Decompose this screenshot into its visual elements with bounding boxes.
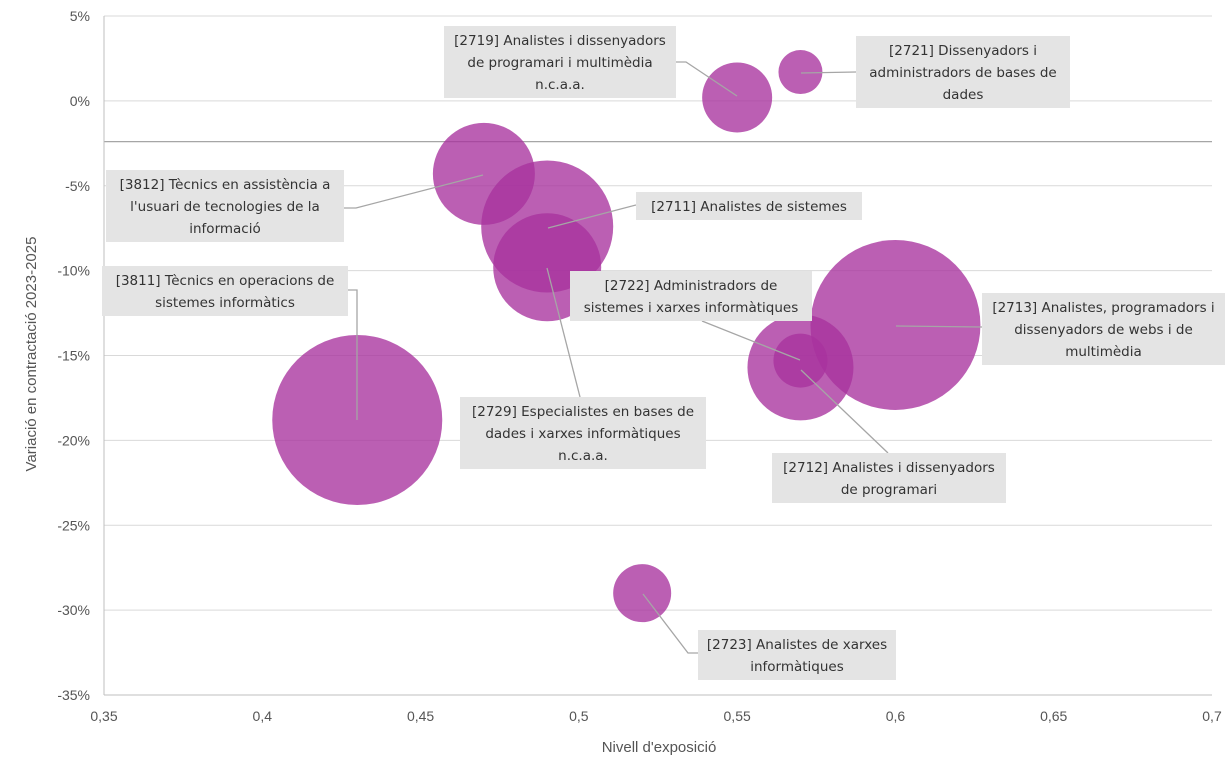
data-label-text: [2711] Analistes de sistemes — [651, 199, 847, 215]
data-label-text: [3812] Tècnics en assistència a — [120, 177, 331, 193]
data-label-text: de programari i multimèdia — [467, 55, 652, 71]
leader-line-2729 — [546, 267, 581, 398]
data-label-text: [2719] Analistes i dissenyadors — [454, 33, 666, 49]
data-label-text: [2723] Analistes de xarxes — [707, 637, 887, 653]
y-tick-label: -10% — [57, 263, 90, 279]
data-label-text: multimèdia — [1065, 344, 1142, 360]
data-label-3812: [3812] Tècnics en assistència a l'usuari … — [106, 170, 344, 242]
y-tick-label: -15% — [57, 348, 90, 364]
data-label-box — [698, 630, 896, 680]
data-label-text: informàtiques — [750, 659, 844, 675]
data-label-2721: [2721] Dissenyadors i administradors de b… — [856, 36, 1070, 108]
data-label-text: n.c.a.a. — [535, 77, 585, 93]
data-label-text: de programari — [841, 482, 937, 498]
leader-line-2711 — [547, 204, 637, 229]
data-label-box — [772, 453, 1006, 503]
data-label-text: sistemes informàtics — [155, 295, 295, 311]
data-label-text: l'usuari de tecnologies de la — [130, 199, 320, 215]
data-label-2712: [2712] Analistes i dissenyadors de progra… — [772, 453, 1006, 503]
data-label-text: informació — [189, 221, 261, 237]
data-label-text: dades i xarxes informàtiques — [485, 426, 680, 442]
data-label-text: dissenyadors de webs i de — [1014, 322, 1193, 338]
y-tick-label: -25% — [57, 517, 90, 533]
data-label-box — [460, 397, 706, 469]
data-label-text: [2713] Analistes, programadors i — [992, 300, 1214, 316]
x-tick-label: 0,35 — [90, 708, 117, 724]
y-tick-label: -20% — [57, 432, 90, 448]
data-label-box — [106, 170, 344, 242]
x-tick-label: 0,4 — [253, 708, 273, 724]
data-label-2719: [2719] Analistes i dissenyadors de progra… — [444, 26, 676, 98]
bubbles — [272, 50, 981, 623]
leader-line-2713 — [895, 325, 983, 328]
bubble-3811 — [272, 335, 443, 506]
y-tick-label: 0% — [70, 93, 90, 109]
data-label-box — [982, 293, 1225, 365]
data-label-2713: [2713] Analistes, programadors i dissenya… — [982, 293, 1225, 365]
bubble-2719 — [702, 62, 773, 133]
data-label-box — [856, 36, 1070, 108]
data-label-2711: [2711] Analistes de sistemes — [636, 192, 862, 220]
data-label-box — [444, 26, 676, 98]
data-label-2729: [2729] Especialistes en bases de dades i … — [460, 397, 706, 469]
data-label-2723: [2723] Analistes de xarxes informàtiques — [698, 630, 896, 680]
data-label-3811: [3811] Tècnics en operacions de sistemes … — [102, 266, 348, 316]
data-label-box — [636, 192, 862, 220]
x-tick-label: 0,6 — [886, 708, 906, 724]
bubble-2722 — [773, 333, 828, 388]
leader-line-3812 — [344, 174, 484, 209]
y-tick-label: 5% — [70, 8, 90, 24]
x-tick-label: 0,7 — [1202, 708, 1222, 724]
leader-line-2723 — [642, 593, 698, 654]
y-tick-label: -35% — [57, 687, 90, 703]
bubble-2721 — [778, 50, 823, 95]
x-tick-label: 0,65 — [1040, 708, 1067, 724]
data-label-box — [102, 266, 348, 316]
data-label-box — [570, 271, 812, 321]
data-label-text: [2722] Administradors de — [605, 278, 778, 294]
data-label-text: dades — [943, 87, 984, 103]
y-tick-label: -5% — [65, 178, 90, 194]
data-label-text: administradors de bases de — [869, 65, 1056, 81]
leader-lines — [344, 61, 983, 654]
data-label-text: [2721] Dissenyadors i — [889, 43, 1037, 59]
data-label-text: sistemes i xarxes informàtiques — [584, 300, 798, 316]
leader-line-2721 — [800, 71, 857, 74]
leader-line-2712 — [800, 369, 889, 454]
y-axis-title: Variació en contractació 2023-2025 — [23, 237, 40, 472]
leader-line-2722 — [701, 320, 801, 361]
data-label-2722: [2722] Administradors de sistemes i xarxe… — [570, 271, 812, 321]
data-label-text: n.c.a.a. — [558, 448, 608, 464]
data-labels: [2719] Analistes i dissenyadors de progra… — [102, 26, 1225, 680]
x-axis-title: Nivell d'exposició — [602, 739, 717, 756]
bubble-2723 — [613, 564, 672, 623]
x-tick-label: 0,55 — [724, 708, 751, 724]
axes: 5% 0% -5% -10% -15% -20% -25% -30% -35%0,35 0,4 0,… — [57, 8, 1222, 724]
y-tick-label: -30% — [57, 602, 90, 618]
leader-line-3811 — [348, 289, 358, 420]
data-label-text: [2729] Especialistes en bases de — [472, 404, 694, 420]
x-tick-label: 0,45 — [407, 708, 434, 724]
x-tick-label: 0,5 — [569, 708, 589, 724]
data-label-text: [2712] Analistes i dissenyadors — [783, 460, 995, 476]
leader-line-2719 — [676, 61, 738, 97]
data-label-text: [3811] Tècnics en operacions de — [116, 273, 335, 289]
